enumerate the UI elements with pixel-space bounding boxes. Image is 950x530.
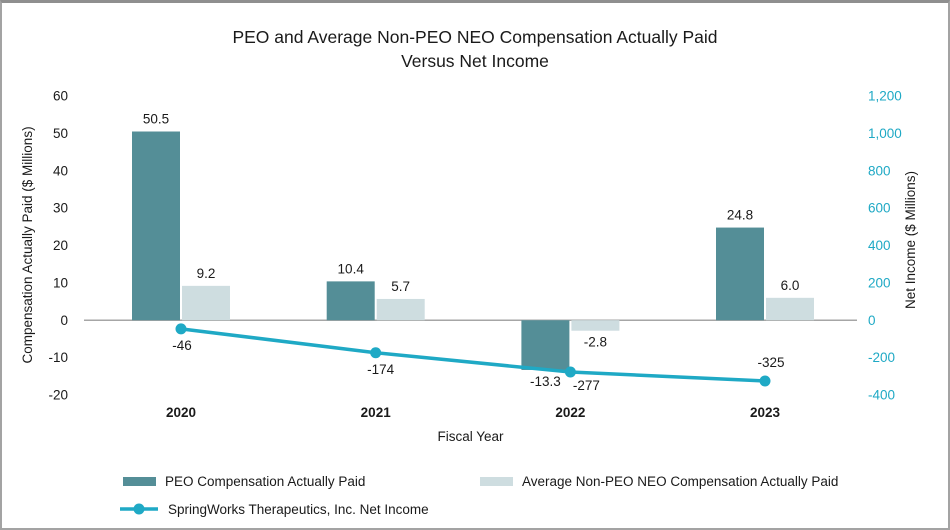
net-income-value-label: -174	[367, 362, 395, 377]
right-axis-tick: 800	[868, 163, 891, 178]
net-income-line	[180, 327, 766, 383]
left-axis-tick: -10	[48, 350, 68, 365]
bar-value-label: 24.8	[727, 208, 753, 223]
nonpeo-bar	[571, 320, 620, 331]
net-income-marker	[564, 366, 576, 378]
bar-value-label: 5.7	[391, 279, 410, 294]
chart-title-line1: PEO and Average Non-PEO NEO Compensation…	[232, 27, 718, 47]
chart-title-line2: Versus Net Income	[401, 51, 549, 71]
netincome-line-swatch	[120, 503, 158, 515]
legend-label-netincome: SpringWorks Therapeutics, Inc. Net Incom…	[168, 501, 429, 517]
bar-value-label: 9.2	[197, 266, 216, 281]
nonpeo-bar-swatch	[480, 477, 513, 486]
bar-value-label: -2.8	[584, 335, 607, 350]
right-axis-tick: 0	[868, 313, 876, 328]
legend-item-peo: PEO Compensation Actually Paid	[123, 474, 365, 489]
legend-item-nonpeo: Average Non-PEO NEO Compensation Actuall…	[480, 474, 838, 489]
x-axis-year-label: 2020	[166, 405, 196, 420]
bar-value-label: 10.4	[338, 261, 365, 276]
peo-bar	[132, 131, 180, 321]
bar-value-label: 6.0	[781, 278, 800, 293]
net-income-marker	[759, 375, 771, 387]
x-axis-title: Fiscal Year	[437, 429, 504, 444]
right-axis-tick: 400	[868, 238, 891, 253]
left-axis-tick: -20	[48, 388, 68, 403]
left-axis-tick: 10	[53, 275, 68, 290]
right-axis-tick: -400	[868, 388, 895, 403]
left-axis-tick: 50	[53, 126, 68, 141]
right-axis-tick: 1,200	[868, 89, 902, 104]
legend-label-peo: PEO Compensation Actually Paid	[165, 474, 366, 489]
net-income-marker	[370, 347, 382, 359]
peo-bar	[716, 227, 764, 321]
nonpeo-bar	[376, 298, 425, 321]
x-axis-year-label: 2022	[555, 405, 585, 420]
net-income-marker	[175, 323, 187, 335]
legend-label-nonpeo: Average Non-PEO NEO Compensation Actuall…	[522, 474, 839, 489]
nonpeo-bar	[766, 297, 814, 321]
left-axis-title: Compensation Actually Paid ($ Millions)	[20, 126, 35, 363]
nonpeo-bar	[182, 285, 230, 321]
net-income-value-label: -277	[573, 378, 600, 393]
right-axis-tick: 200	[868, 275, 891, 290]
right-axis-tick: 600	[868, 201, 891, 216]
left-axis-tick: 0	[60, 313, 68, 328]
right-axis-tick: 1,000	[868, 126, 902, 141]
bar-value-label: 50.5	[143, 112, 169, 127]
right-axis-title: Net Income ($ Millions)	[903, 171, 918, 309]
net-income-value-label: -46	[172, 338, 192, 353]
legend-item-netincome: SpringWorks Therapeutics, Inc. Net Incom…	[119, 501, 429, 517]
net-income-value-label: -325	[757, 355, 784, 370]
x-axis-year-label: 2023	[750, 405, 781, 420]
left-axis-tick: 40	[53, 163, 68, 178]
peo-bar	[326, 281, 375, 321]
peo-bar	[521, 320, 570, 370]
chart-title: PEO and Average Non-PEO NEO Compensation…	[2, 25, 948, 73]
x-axis-year-label: 2021	[361, 405, 392, 420]
right-axis-tick: -200	[868, 350, 895, 365]
left-axis-tick: 20	[53, 238, 68, 253]
combo-chart-plot: 60 50 40 30 20 10 0 -10 -20 1,200 1,000 800 600 400 20…	[20, 89, 918, 445]
bar-value-label: -13.3	[530, 374, 561, 389]
left-axis-tick: 30	[53, 201, 68, 216]
peo-bar-swatch	[123, 477, 156, 486]
left-axis-tick: 60	[53, 89, 68, 104]
